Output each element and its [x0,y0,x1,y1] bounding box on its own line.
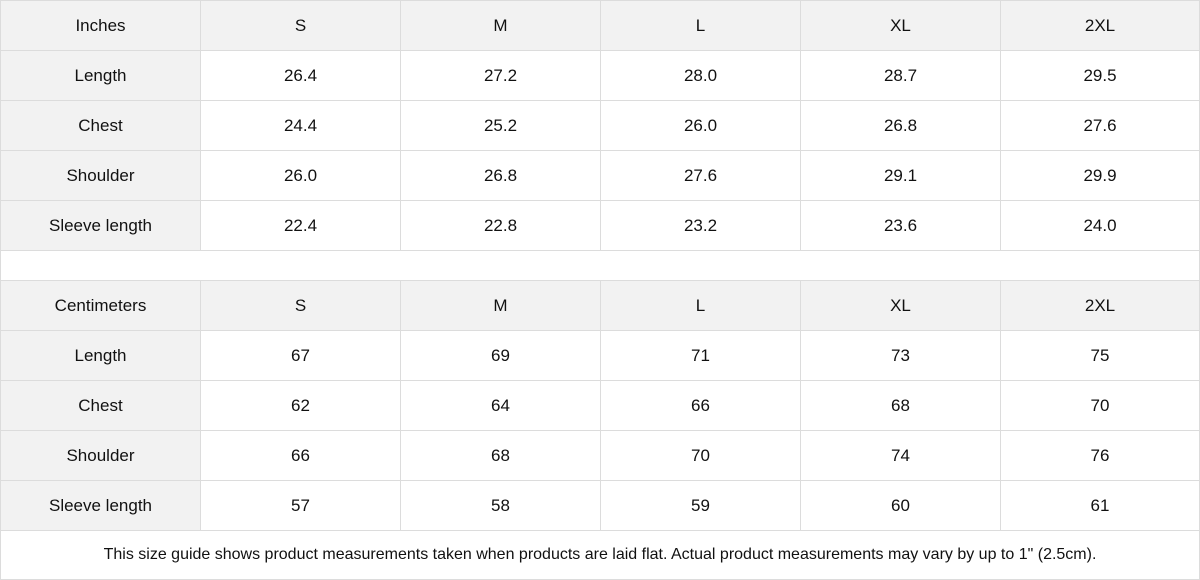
size-header-xl: XL [800,0,1000,50]
size-header-l: L [600,280,800,330]
table-row: Chest 62 64 66 68 70 [0,380,1200,430]
row-label: Chest [0,100,200,150]
table-cell: 26.0 [200,150,400,200]
table-cell: 67 [200,330,400,380]
table-cell: 23.6 [800,200,1000,250]
table-cell: 58 [400,480,600,530]
row-label: Length [0,330,200,380]
table-cell: 64 [400,380,600,430]
table-cell: 66 [600,380,800,430]
table-row: Shoulder 66 68 70 74 76 [0,430,1200,480]
table-cell: 66 [200,430,400,480]
table-cell: 62 [200,380,400,430]
table-cell: 70 [600,430,800,480]
header-row: Inches S M L XL 2XL [0,0,1200,50]
table-cell: 29.1 [800,150,1000,200]
table-cell: 27.6 [1000,100,1200,150]
row-label: Shoulder [0,150,200,200]
table-cell: 59 [600,480,800,530]
table-cell: 26.0 [600,100,800,150]
table-cell: 76 [1000,430,1200,480]
row-label: Sleeve length [0,200,200,250]
row-label: Chest [0,380,200,430]
centimeters-table: Centimeters S M L XL 2XL Length 67 69 71 73 75 Chest… [0,280,1200,530]
table-cell: 26.8 [800,100,1000,150]
table-row: Sleeve length 57 58 59 60 61 [0,480,1200,530]
table-cell: 25.2 [400,100,600,150]
table-cell: 74 [800,430,1000,480]
table-cell: 27.6 [600,150,800,200]
table-cell: 24.0 [1000,200,1200,250]
size-header-xl: XL [800,280,1000,330]
table-row: Sleeve length 22.4 22.8 23.2 23.6 24.0 [0,200,1200,250]
inches-table: Inches S M L XL 2XL Length 26.4 27.2 28.0 28.7 29.5… [0,0,1200,250]
unit-label: Inches [0,0,200,50]
table-row: Chest 24.4 25.2 26.0 26.8 27.6 [0,100,1200,150]
unit-label: Centimeters [0,280,200,330]
table-row: Length 26.4 27.2 28.0 28.7 29.5 [0,50,1200,100]
header-row: Centimeters S M L XL 2XL [0,280,1200,330]
table-cell: 28.0 [600,50,800,100]
size-header-2xl: 2XL [1000,0,1200,50]
table-row: Shoulder 26.0 26.8 27.6 29.1 29.9 [0,150,1200,200]
table-cell: 23.2 [600,200,800,250]
table-cell: 61 [1000,480,1200,530]
table-cell: 22.8 [400,200,600,250]
table-cell: 75 [1000,330,1200,380]
table-cell: 69 [400,330,600,380]
table-cell: 71 [600,330,800,380]
size-header-m: M [400,280,600,330]
table-cell: 26.4 [200,50,400,100]
table-cell: 28.7 [800,50,1000,100]
size-header-s: S [200,280,400,330]
table-cell: 29.5 [1000,50,1200,100]
size-header-l: L [600,0,800,50]
table-cell: 57 [200,480,400,530]
footnote: This size guide shows product measuremen… [0,530,1200,580]
table-cell: 70 [1000,380,1200,430]
size-header-m: M [400,0,600,50]
table-cell: 24.4 [200,100,400,150]
row-label: Shoulder [0,430,200,480]
table-cell: 73 [800,330,1000,380]
size-header-2xl: 2XL [1000,280,1200,330]
table-spacer [0,250,1200,280]
table-row: Length 67 69 71 73 75 [0,330,1200,380]
table-cell: 68 [800,380,1000,430]
row-label: Sleeve length [0,480,200,530]
table-cell: 26.8 [400,150,600,200]
size-header-s: S [200,0,400,50]
table-cell: 22.4 [200,200,400,250]
row-label: Length [0,50,200,100]
table-cell: 60 [800,480,1000,530]
table-cell: 29.9 [1000,150,1200,200]
table-cell: 27.2 [400,50,600,100]
table-cell: 68 [400,430,600,480]
